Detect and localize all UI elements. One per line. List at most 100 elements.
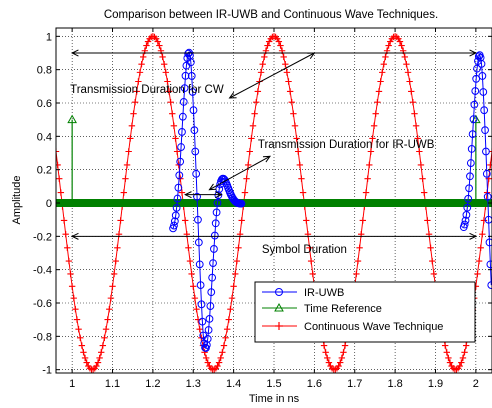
y-tick-label: -1 xyxy=(42,365,52,377)
continuous-wave-point xyxy=(190,283,197,290)
ir-uwb-point xyxy=(178,128,186,136)
continuous-wave-point xyxy=(241,189,249,196)
continuous-wave-point xyxy=(420,189,428,196)
ir-uwb-point xyxy=(176,157,185,166)
annotation-label: Symbol Duration xyxy=(262,244,347,256)
x-tick-label: 1.7 xyxy=(347,378,362,390)
legend-label-ir-uwb: IR-UWB xyxy=(304,287,344,299)
continuous-wave-point xyxy=(338,354,346,362)
continuous-wave-point xyxy=(186,257,194,265)
ir-uwb-point xyxy=(198,317,207,326)
continuous-wave-point xyxy=(341,342,349,349)
continuous-wave-point xyxy=(219,349,226,356)
ir-uwb-point xyxy=(205,314,214,323)
ir-uwb-point xyxy=(462,210,471,219)
ir-uwb-point xyxy=(209,259,217,268)
continuous-wave-point xyxy=(56,175,63,182)
ir-uwb-point xyxy=(485,238,492,247)
continuous-wave-point xyxy=(181,217,189,224)
continuous-wave-point xyxy=(354,257,362,265)
ir-uwb-point xyxy=(170,221,178,230)
x-tick-label: 1.3 xyxy=(186,378,201,390)
ir-uwb-point xyxy=(486,260,492,269)
y-tick-label: -0.2 xyxy=(33,231,52,243)
continuous-wave-point xyxy=(282,60,289,68)
ir-uwb-point xyxy=(171,211,180,220)
continuous-wave-point xyxy=(372,110,379,117)
legend-marker-circle xyxy=(275,288,283,296)
continuous-wave-point xyxy=(104,316,111,323)
continuous-wave-point xyxy=(257,69,265,76)
continuous-wave-point xyxy=(429,257,436,265)
ir-uwb-point xyxy=(212,208,221,217)
span-arrow xyxy=(70,232,478,240)
chart-title: Comparison between IR-UWB and Continuous… xyxy=(104,9,438,21)
continuous-wave-point xyxy=(110,270,118,278)
continuous-wave-point xyxy=(128,122,136,129)
continuous-wave-point xyxy=(204,359,211,366)
continuous-wave-point xyxy=(375,88,383,95)
continuous-wave-point xyxy=(324,354,331,362)
ir-uwb-point xyxy=(474,52,483,61)
x-axis-label: Time in ns xyxy=(249,393,300,405)
continuous-wave-point xyxy=(185,244,192,252)
ir-uwb-point xyxy=(463,203,472,212)
continuous-wave-point xyxy=(459,354,467,362)
ir-uwb-point xyxy=(208,273,217,282)
ir-uwb-point xyxy=(194,238,203,247)
ir-uwb-point xyxy=(464,194,473,203)
ir-uwb-point xyxy=(175,171,184,180)
continuous-wave-point xyxy=(487,161,492,169)
annotation-arrowhead xyxy=(208,183,217,191)
continuous-wave-point xyxy=(286,88,294,95)
ir-uwb-point xyxy=(206,302,215,310)
continuous-wave-point xyxy=(408,88,415,95)
y-tick-label: 0 xyxy=(46,198,52,210)
continuous-wave-point xyxy=(412,122,420,129)
ir-uwb-point xyxy=(210,245,218,253)
continuous-wave-point xyxy=(456,362,463,370)
continuous-wave-point xyxy=(337,359,344,366)
ir-uwb-point xyxy=(202,341,211,349)
continuous-wave-point xyxy=(251,110,258,117)
continuous-wave-point xyxy=(101,334,108,342)
y-tick-label: 0.6 xyxy=(37,98,52,110)
continuous-wave-point xyxy=(396,38,404,45)
x-axis-ticks: 1 1.1 1.2 1.3 1.4 1.5 1.6 1.7 1.8 1.9 2 xyxy=(69,28,479,390)
ir-uwb-point xyxy=(478,72,487,80)
ir-uwb-point xyxy=(460,220,469,229)
annotation-pointer xyxy=(209,155,271,191)
ir-uwb-point xyxy=(466,172,474,181)
ir-uwb-point xyxy=(188,88,197,96)
continuous-wave-point xyxy=(81,354,89,362)
continuous-wave-point xyxy=(94,359,102,366)
ir-uwb-point xyxy=(487,281,492,290)
continuous-wave-point xyxy=(143,42,150,49)
continuous-wave-point xyxy=(253,99,260,106)
continuous-wave-point xyxy=(83,359,90,366)
continuous-wave-point xyxy=(306,244,313,252)
continuous-wave-point xyxy=(298,175,305,182)
continuous-wave-point xyxy=(193,306,200,313)
ir-uwb-point xyxy=(483,192,492,201)
span-arrow xyxy=(70,49,478,57)
ir-uwb-point xyxy=(190,126,199,135)
ir-uwb-point xyxy=(186,58,195,67)
time-reference-point xyxy=(67,114,78,124)
continuous-wave-point xyxy=(131,99,139,106)
continuous-wave-point xyxy=(419,175,426,182)
continuous-wave-point xyxy=(123,161,131,169)
ir-uwb-point xyxy=(479,88,488,96)
continuous-wave-point xyxy=(228,294,236,302)
continuous-wave-point xyxy=(169,110,176,117)
continuous-wave-point xyxy=(120,189,128,196)
continuous-wave-point xyxy=(170,122,178,129)
continuous-wave-point xyxy=(414,135,421,142)
y-tick-label: 0.8 xyxy=(37,65,52,77)
continuous-wave-point xyxy=(56,148,60,155)
ir-uwb-point xyxy=(237,199,246,208)
continuous-wave-point xyxy=(140,53,147,61)
span-arrowhead xyxy=(70,232,79,240)
continuous-wave-point xyxy=(295,148,302,155)
continuous-wave-point xyxy=(73,316,81,323)
